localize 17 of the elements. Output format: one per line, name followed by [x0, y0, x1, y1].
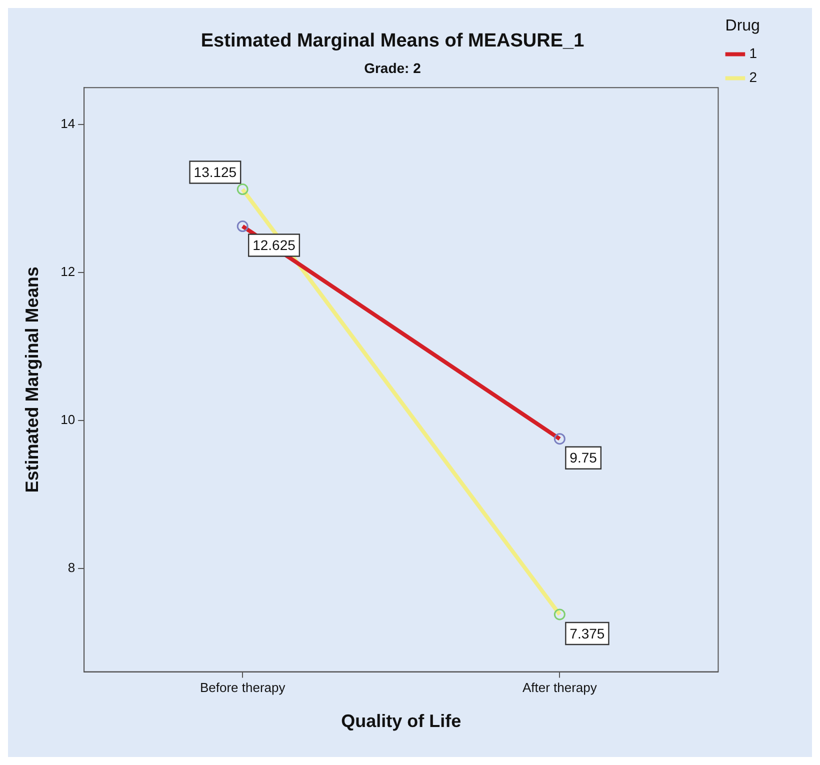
x-tick-label: Before therapy [200, 680, 286, 696]
legend-label: 2 [749, 69, 758, 86]
chart-subtitle: Grade: 2 [364, 60, 422, 76]
chart-title: Estimated Marginal Means of MEASURE_1 [200, 30, 585, 52]
data-label: 9.75 [570, 450, 598, 466]
y-tick-label: 12 [60, 264, 76, 280]
y-tick-label: 14 [60, 116, 76, 132]
data-label: 12.625 [252, 237, 296, 254]
y-tick-label: 8 [68, 560, 76, 575]
x-axis-title: Quality of Life [341, 711, 462, 732]
legend-title: Drug [725, 17, 760, 34]
legend-label: 1 [749, 45, 758, 62]
data-label: 7.375 [570, 625, 605, 642]
x-tick-label: After therapy [522, 680, 598, 696]
y-axis-title: Estimated Marginal Means [22, 266, 42, 493]
y-tick-label: 10 [60, 412, 76, 427]
data-label: 13.125 [194, 164, 237, 180]
